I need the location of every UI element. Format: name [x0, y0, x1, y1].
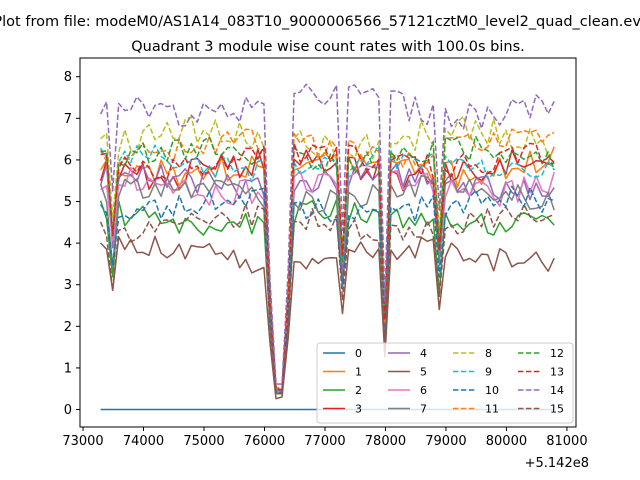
series-line-2 [99, 198, 555, 395]
series-line-5 [100, 235, 555, 400]
x-tick-label: 79000 [425, 434, 466, 449]
x-tick-label: 78000 [365, 434, 406, 449]
legend-label-8: 8 [485, 347, 492, 360]
series-line-11 [99, 128, 555, 390]
series-line-9 [99, 144, 555, 393]
y-tick-label: 0 [64, 403, 72, 418]
legend-label-5: 5 [420, 366, 427, 379]
x-offset-label: +5.142e8 [525, 456, 589, 471]
x-tick-label: 80000 [486, 434, 527, 449]
legend-label-1: 1 [355, 366, 362, 379]
legend-label-4: 4 [420, 347, 427, 360]
legend-label-0: 0 [355, 347, 362, 360]
x-tick-label: 81000 [546, 434, 587, 449]
legend-label-14: 14 [550, 384, 564, 397]
y-tick-label: 2 [64, 320, 72, 335]
series-line-10 [99, 185, 555, 394]
y-tick-label: 5 [64, 195, 72, 210]
x-axis: 73000 74000 75000 76000 77000 78000 79000 80000… [62, 427, 588, 449]
legend-label-11: 11 [485, 403, 499, 416]
y-tick-label: 1 [64, 361, 72, 376]
legend-label-9: 9 [485, 366, 492, 379]
series-line-8 [100, 115, 555, 390]
legend-label-13: 13 [550, 366, 564, 379]
series-line-13 [100, 142, 555, 391]
legend-label-6: 6 [420, 384, 427, 397]
legend-label-12: 12 [550, 347, 564, 360]
legend-label-15: 15 [550, 403, 564, 416]
y-tick-label: 7 [64, 112, 72, 127]
legend-label-3: 3 [355, 403, 362, 416]
series-line-15 [99, 203, 555, 395]
y-tick-label: 6 [64, 153, 72, 168]
series-line-7 [99, 172, 555, 395]
axes-frame [79, 57, 577, 428]
series-line-14 [99, 83, 555, 385]
y-tick-label: 3 [64, 278, 72, 293]
plot-area [79, 57, 577, 428]
legend-label-10: 10 [485, 384, 499, 397]
y-axis: 0 1 2 3 4 5 6 7 8 [64, 70, 80, 418]
x-tick-label: 76000 [244, 434, 285, 449]
y-tick-label: 4 [64, 237, 72, 252]
series-layer [99, 83, 555, 411]
series-line-4 [99, 162, 555, 393]
x-tick-label: 75000 [183, 434, 224, 449]
x-tick-label: 77000 [304, 434, 345, 449]
x-tick-label: 73000 [62, 434, 103, 449]
series-line-12 [100, 135, 555, 391]
legend-label-2: 2 [355, 384, 362, 397]
chart-title: Quadrant 3 module wise count rates with … [131, 39, 525, 55]
y-tick-label: 8 [64, 70, 72, 85]
figure-suptitle: Plot from file: modeM0/AS1A14_083T10_900… [0, 14, 640, 30]
x-tick-label: 74000 [123, 434, 164, 449]
series-lines [99, 83, 555, 411]
legend-box [316, 342, 574, 424]
legend-label-7: 7 [420, 403, 427, 416]
